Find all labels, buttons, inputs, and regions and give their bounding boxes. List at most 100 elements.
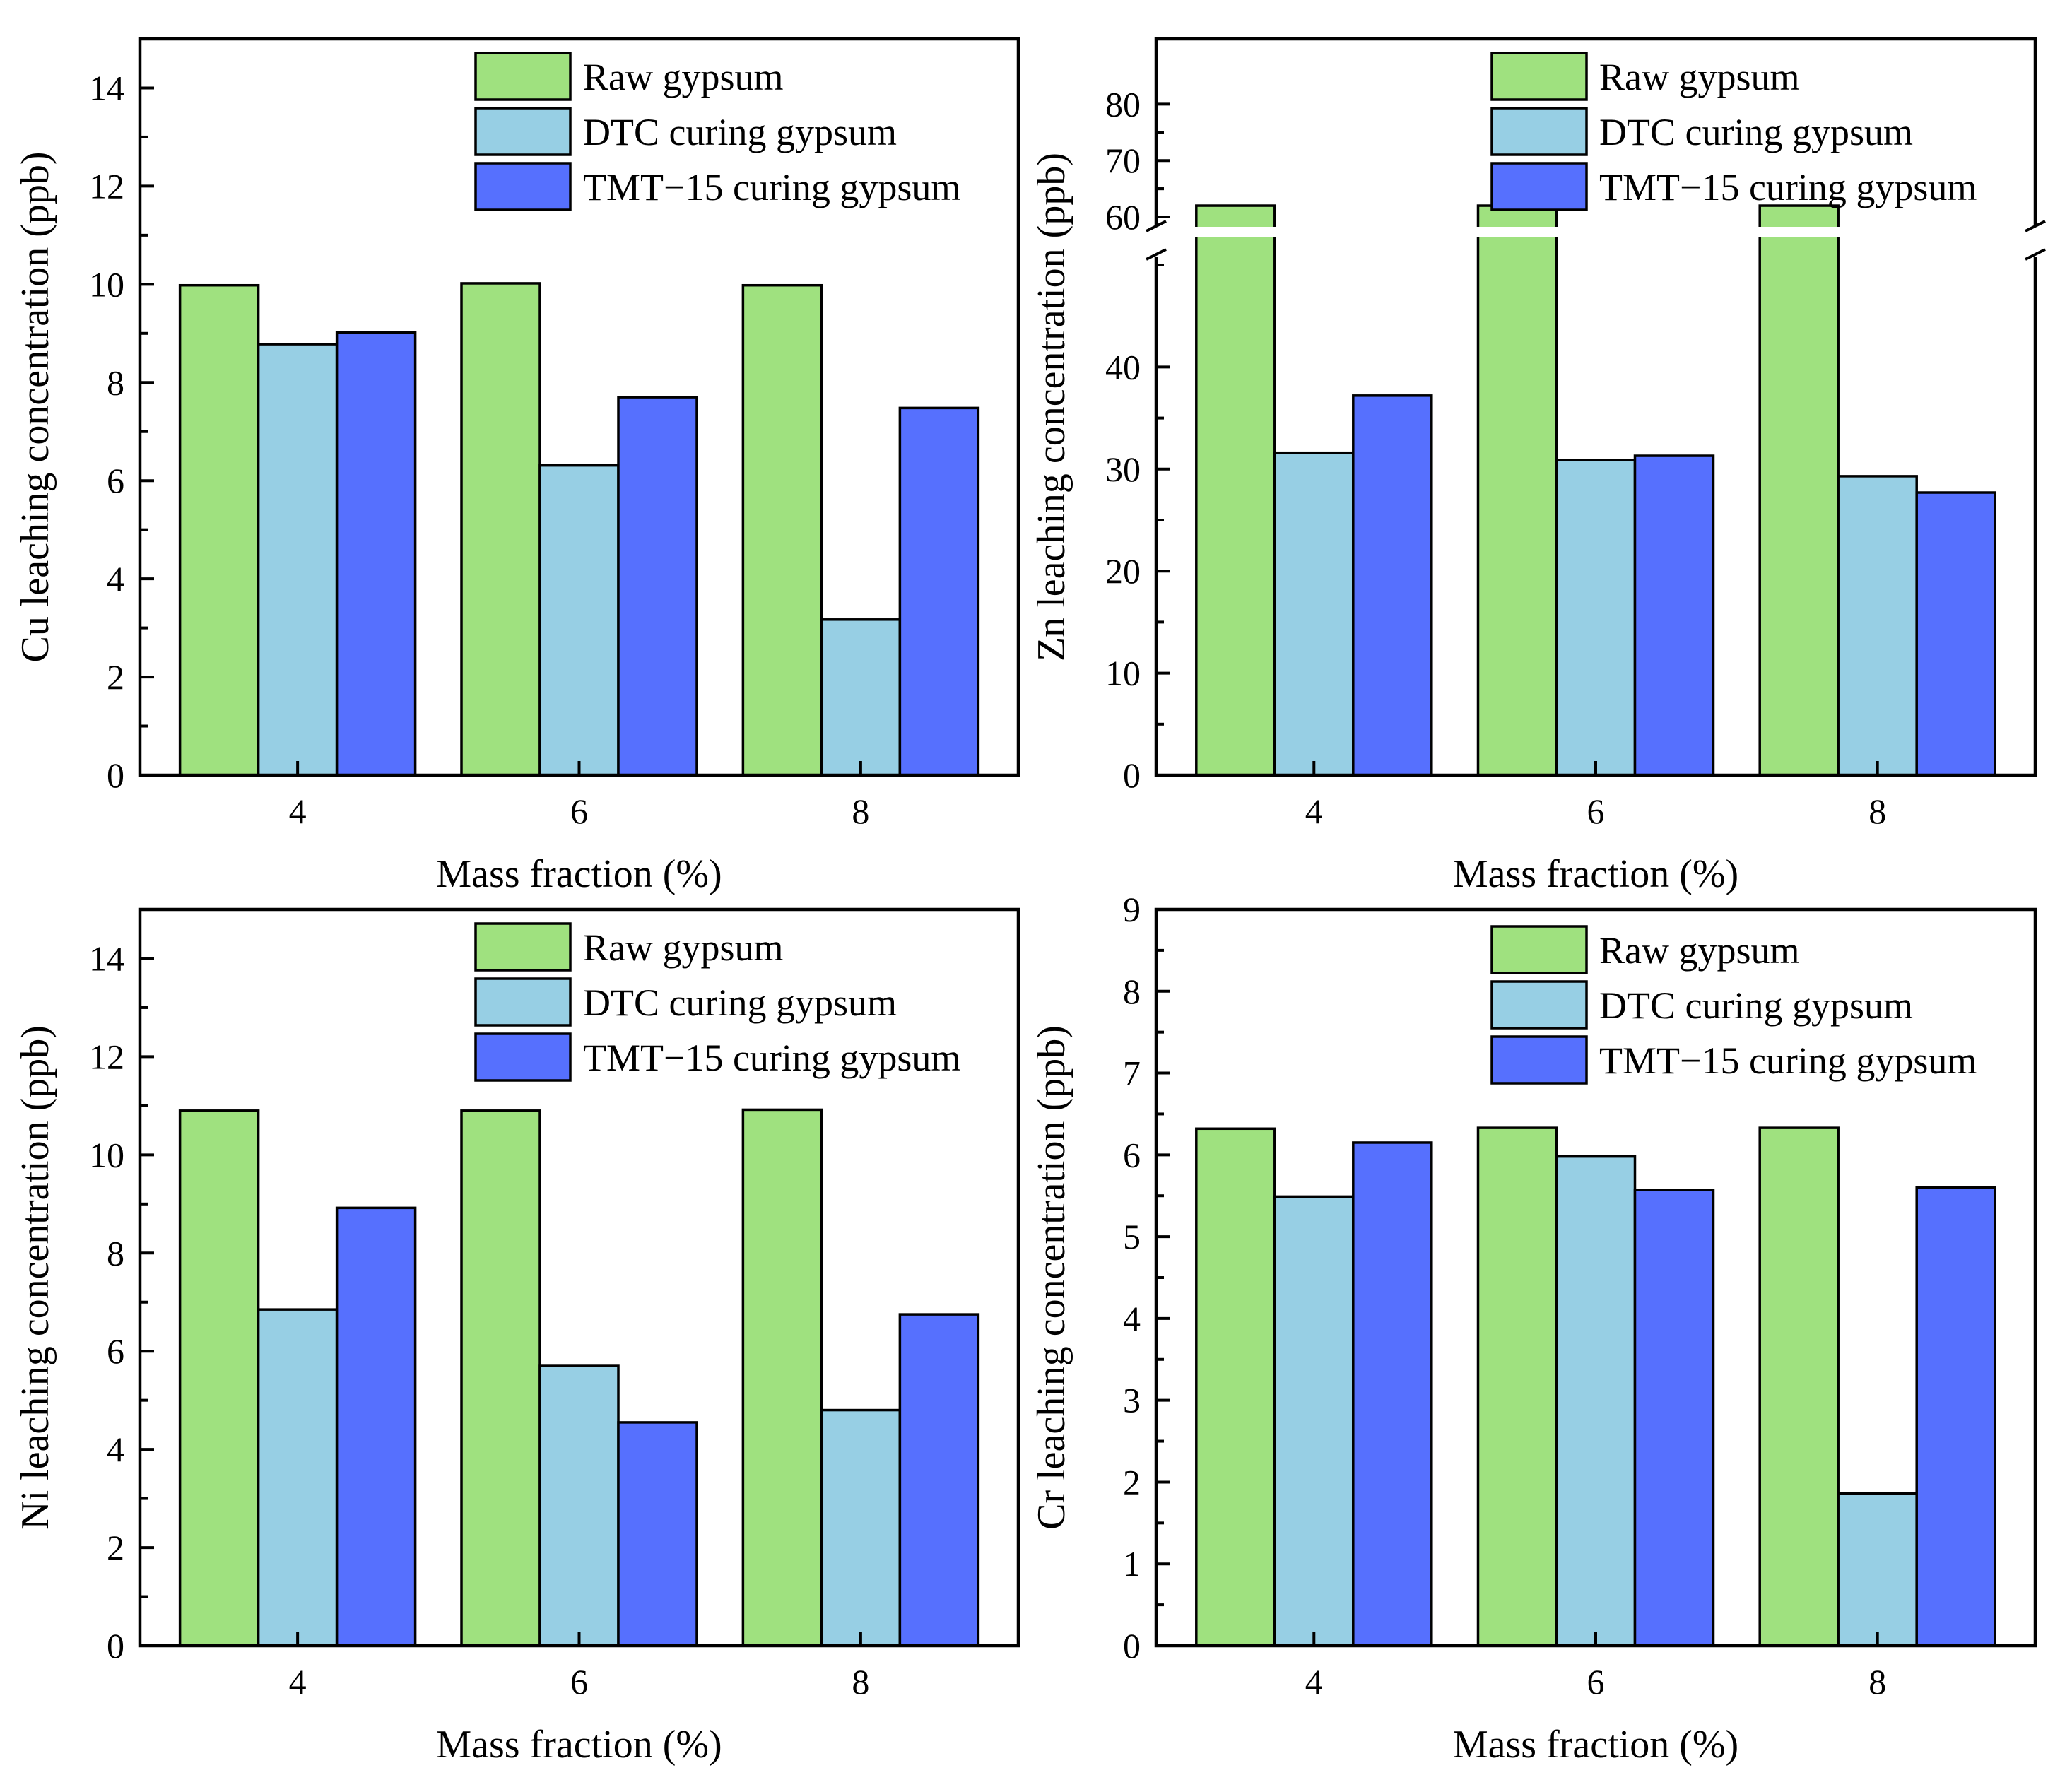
- bar-cu-dtc-4: [257, 343, 339, 777]
- y-tick-label-cr-1: 1: [1123, 1544, 1141, 1584]
- y-axis-title-cu: Cu leaching concentration (ppb): [13, 151, 57, 662]
- bar-cu-raw-6: [460, 282, 541, 777]
- x-tick-label-cu-8: 8: [852, 791, 869, 831]
- x-axis-title-cr: Mass fraction (%): [1453, 1723, 1738, 1767]
- y-tick-label-ni-2: 2: [107, 1528, 124, 1567]
- y-tick-label-ni-8: 8: [107, 1233, 124, 1273]
- bar-zn-tmt-4: [1352, 394, 1433, 777]
- chart-ni: 0 2 4 6 8 10 12 14 4 6 8 Mass fraction (%) Ni leachi…: [13, 907, 1020, 1767]
- y-tick-label-cu-12: 12: [89, 166, 124, 206]
- y-tick-label-ni-0: 0: [107, 1626, 124, 1666]
- x-axis-title-zn: Mass fraction (%): [1453, 852, 1738, 896]
- legend-label-cu-dtc: DTC curing gypsum: [583, 111, 897, 153]
- bar-zn-raw-8: [1758, 204, 1840, 777]
- y-tick-label-cu-6: 6: [107, 461, 124, 500]
- bar-zn-tmt-6: [1633, 454, 1715, 777]
- y-tick-label-zn-0: 0: [1123, 755, 1141, 795]
- legend-label-ni-raw: Raw gypsum: [583, 926, 784, 969]
- legend-swatch-ni-tmt: [474, 1032, 572, 1082]
- y-tick-label-zn-30: 30: [1105, 449, 1141, 489]
- x-tick-label-cr-4: 4: [1305, 1662, 1323, 1702]
- x-tick-label-ni-4: 4: [289, 1662, 307, 1702]
- y-tick-label-cr-3: 3: [1123, 1381, 1141, 1420]
- bar-zn-dtc-6: [1555, 459, 1637, 777]
- x-tick-label-zn-4: 4: [1305, 791, 1323, 831]
- bar-ni-raw-8: [741, 1108, 823, 1647]
- axis-break-mark: [2025, 248, 2046, 261]
- x-tick-label-ni-6: 6: [570, 1662, 588, 1702]
- legend-label-cr-tmt: TMT−15 curing gypsum: [1599, 1039, 1977, 1082]
- bar-break-gap-zn-4: [1194, 227, 1277, 237]
- x-tick-label-zn-8: 8: [1868, 791, 1886, 831]
- y-tick-label-cu-2: 2: [107, 657, 124, 697]
- legend-swatch-zn-tmt: [1490, 162, 1588, 211]
- y-tick-label-cr-0: 0: [1123, 1626, 1141, 1666]
- bar-cu-tmt-4: [335, 331, 417, 777]
- legend-label-ni-tmt: TMT−15 curing gypsum: [583, 1037, 960, 1079]
- y-tick-label-ni-4: 4: [107, 1430, 124, 1469]
- bar-ni-dtc-4: [257, 1308, 339, 1647]
- legend-swatch-zn-raw: [1490, 52, 1588, 101]
- y-tick-label-cr-7: 7: [1123, 1054, 1141, 1093]
- legend-swatch-cr-dtc: [1490, 980, 1588, 1030]
- bar-cu-dtc-8: [820, 618, 902, 777]
- y-tick-label-cu-8: 8: [107, 362, 124, 402]
- bar-ni-dtc-6: [538, 1364, 620, 1647]
- bar-zn-raw-4: [1195, 204, 1276, 777]
- legend-swatch-cu-tmt: [474, 162, 572, 211]
- x-tick-label-cr-8: 8: [1868, 1662, 1886, 1702]
- bar-cr-raw-6: [1476, 1126, 1558, 1647]
- bar-break-gap-zn-8: [1758, 227, 1841, 237]
- y-tick-label-cr-6: 6: [1123, 1135, 1141, 1174]
- y-tick-label-cr-5: 5: [1123, 1217, 1141, 1256]
- bar-break-gap-zn-6: [1476, 227, 1559, 237]
- bar-zn-dtc-8: [1837, 475, 1918, 777]
- legend-label-cr-dtc: DTC curing gypsum: [1599, 984, 1913, 1027]
- bar-ni-raw-6: [460, 1109, 541, 1647]
- bar-cr-tmt-4: [1352, 1141, 1433, 1647]
- x-tick-label-zn-6: 6: [1587, 791, 1605, 831]
- y-tick-label-cu-4: 4: [107, 559, 124, 599]
- legend-swatch-cr-tmt: [1490, 1035, 1588, 1085]
- bar-cr-raw-8: [1758, 1126, 1840, 1647]
- y-tick-label-cr-4: 4: [1123, 1299, 1141, 1338]
- y-tick-label-zn-80: 80: [1105, 84, 1141, 124]
- y-tick-label-cr-9: 9: [1123, 890, 1141, 929]
- legend-label-cu-raw: Raw gypsum: [583, 56, 784, 98]
- y-tick-label-ni-10: 10: [89, 1135, 124, 1174]
- y-tick-label-zn-70: 70: [1105, 141, 1141, 180]
- bar-cu-raw-8: [741, 283, 823, 777]
- y-tick-label-ni-12: 12: [89, 1037, 124, 1076]
- x-tick-label-cr-6: 6: [1587, 1662, 1605, 1702]
- y-tick-label-ni-6: 6: [107, 1331, 124, 1371]
- bar-ni-raw-4: [178, 1109, 260, 1647]
- legend-swatch-ni-raw: [474, 922, 572, 972]
- y-tick-label-cr-8: 8: [1123, 972, 1141, 1011]
- bar-cr-tmt-8: [1915, 1186, 1996, 1647]
- y-tick-label-cr-2: 2: [1123, 1462, 1141, 1502]
- bar-zn-raw-6: [1476, 204, 1558, 777]
- legend-swatch-ni-dtc: [474, 977, 572, 1027]
- y-tick-label-cu-10: 10: [89, 264, 124, 304]
- bar-ni-tmt-8: [898, 1313, 980, 1647]
- bar-cu-tmt-8: [898, 406, 980, 777]
- bar-cu-tmt-6: [617, 396, 698, 777]
- chart-cu: 0 2 4 6 8 10 12 14 4 6 8 Mass fraction (%) Cu leachi…: [13, 37, 1020, 896]
- axis-break-mark: [2025, 220, 2046, 232]
- bar-zn-dtc-4: [1273, 451, 1355, 777]
- legend-label-ni-dtc: DTC curing gypsum: [583, 982, 897, 1024]
- y-tick-label-zn-20: 20: [1105, 551, 1141, 591]
- x-tick-label-cu-4: 4: [289, 791, 307, 831]
- x-axis-title-cu: Mass fraction (%): [436, 852, 722, 896]
- bar-cu-dtc-6: [538, 464, 620, 777]
- bar-cr-dtc-4: [1273, 1195, 1355, 1647]
- bar-zn-tmt-8: [1915, 491, 1996, 777]
- axis-break-mark: [1146, 220, 1167, 232]
- x-tick-label-cu-6: 6: [570, 791, 588, 831]
- y-tick-label-cu-14: 14: [89, 68, 124, 107]
- legend-label-zn-raw: Raw gypsum: [1599, 56, 1800, 98]
- bar-ni-tmt-6: [617, 1421, 698, 1647]
- y-axis-title-cr: Cr leaching concentration (ppb): [1030, 1025, 1073, 1530]
- bar-cu-raw-4: [178, 283, 260, 777]
